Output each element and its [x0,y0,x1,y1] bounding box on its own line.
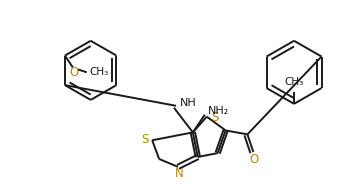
Text: S: S [141,133,149,146]
Text: N: N [174,167,183,180]
Text: O: O [69,66,79,79]
Text: NH₂: NH₂ [208,106,229,116]
Text: S: S [211,111,218,124]
Text: CH₃: CH₃ [284,77,304,87]
Text: O: O [250,154,259,166]
Text: CH₃: CH₃ [90,67,109,77]
Text: NH: NH [180,98,197,108]
